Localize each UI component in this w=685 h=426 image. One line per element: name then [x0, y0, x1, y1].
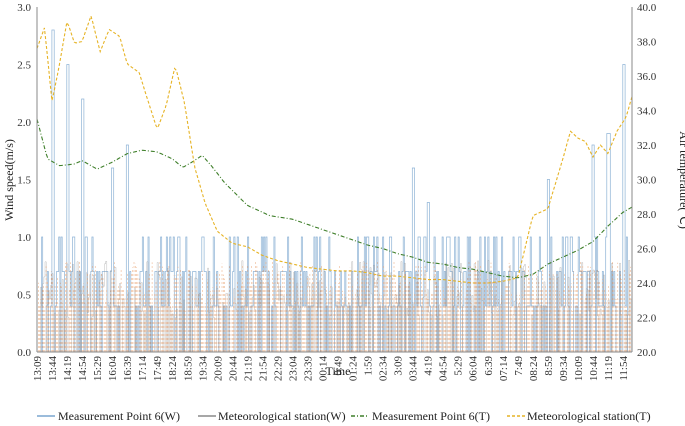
x-tick-label: 16:39 [122, 356, 134, 382]
x-tick-label: 23:04 [287, 356, 299, 382]
x-tick-label: 21:54 [257, 356, 269, 382]
x-tick-label: 3:09 [393, 356, 405, 376]
x-tick-label: 13:44 [47, 356, 59, 382]
x-tick-label: 09:34 [558, 356, 570, 382]
y-tick-right: 34.0 [637, 106, 657, 118]
y-tick-right: 32.0 [637, 140, 657, 152]
x-tick-label: 07:14 [498, 356, 510, 382]
x-tick-label: 16:04 [107, 356, 119, 382]
x-tick-label: 19:34 [197, 356, 209, 382]
y-tick-right: 22.0 [637, 313, 657, 325]
x-tick-label: 20:44 [227, 356, 239, 382]
x-tick-label: 0:49 [333, 356, 345, 376]
x-tick-label: 18:24 [167, 356, 179, 382]
x-tick-label: 21:19 [242, 356, 254, 382]
legend: Measurement Point 6(W) Meteorological st… [37, 409, 651, 423]
x-tick-label: 00:14 [317, 356, 329, 382]
y-tick-right: 40.0 [637, 2, 657, 14]
x-tick-label: 8:59 [543, 356, 555, 376]
y-axis-right-title: Air temperature(℃) [677, 131, 685, 229]
x-tick-label: 17:49 [152, 356, 164, 382]
y-tick-right: 28.0 [637, 209, 657, 221]
x-tick-label: 01:24 [348, 356, 360, 382]
x-tick-label: 15:29 [92, 356, 104, 382]
x-tick-label: 20:09 [212, 356, 224, 382]
x-tick-label: 4:19 [423, 356, 435, 376]
x-axis-title: Time [326, 364, 351, 378]
series-line-meteorological-station-t [36, 14, 633, 284]
x-tick-label: 1:59 [363, 356, 375, 376]
x-tick-label: 10:44 [588, 356, 600, 382]
legend-label-meteorological-w: Meteorological station(W) [218, 409, 346, 423]
x-tick-label: 14:54 [77, 356, 89, 382]
y-axis-left-title: Wind speed(m/s) [2, 139, 16, 221]
plot-series [36, 14, 633, 353]
x-tick-label: 7:49 [513, 356, 525, 376]
x-tick-label: 22:29 [272, 356, 284, 382]
y-tick-left: 0.5 [17, 290, 31, 302]
series-line-measurement-point-6-t [36, 118, 633, 279]
legend-label-measurement-w: Measurement Point 6(W) [58, 409, 180, 423]
x-tick-label: 13:09 [32, 356, 44, 382]
y-tick-left: 1.5 [17, 175, 31, 187]
y-tick-left: 2.0 [17, 117, 31, 129]
x-tick-label: 04:54 [438, 356, 450, 382]
y-tick-right: 20.0 [637, 347, 657, 359]
x-tick-label: 18:59 [182, 356, 194, 382]
y-tick-left: 2.5 [17, 60, 31, 72]
x-tick-label: 11:19 [603, 356, 615, 381]
x-tick-label: 23:39 [302, 356, 314, 382]
x-tick-label: 17:14 [137, 356, 149, 382]
x-tick-label: 06:04 [468, 356, 480, 382]
y-tick-left: 1.0 [17, 232, 31, 244]
x-tick-label: 14:19 [62, 356, 74, 382]
y-tick-right: 38.0 [637, 37, 657, 49]
x-tick-label: 11:54 [618, 356, 630, 381]
y-tick-right: 36.0 [637, 71, 657, 83]
axes: 0.0 0.5 1.0 1.5 2.0 2.5 3.0 20.0 22.0 24.0 26.0 28.… [17, 2, 657, 381]
x-tick-label: 02:34 [378, 356, 390, 382]
y-tick-right: 24.0 [637, 278, 657, 290]
x-tick-label: 03:44 [408, 356, 420, 382]
legend-label-measurement-t: Measurement Point 6(T) [372, 409, 490, 423]
y-tick-left: 3.0 [17, 2, 31, 14]
x-tick-label: 08:24 [528, 356, 540, 382]
y-tick-left: 0.0 [17, 347, 31, 359]
x-tick-label: 10:09 [573, 356, 585, 382]
x-tick-label: 6:39 [483, 356, 495, 376]
y-tick-right: 26.0 [637, 244, 657, 256]
legend-label-meteorological-t: Meteorological station(T) [527, 409, 651, 423]
y-tick-right: 30.0 [637, 175, 657, 187]
x-tick-label: 5:29 [453, 356, 465, 376]
